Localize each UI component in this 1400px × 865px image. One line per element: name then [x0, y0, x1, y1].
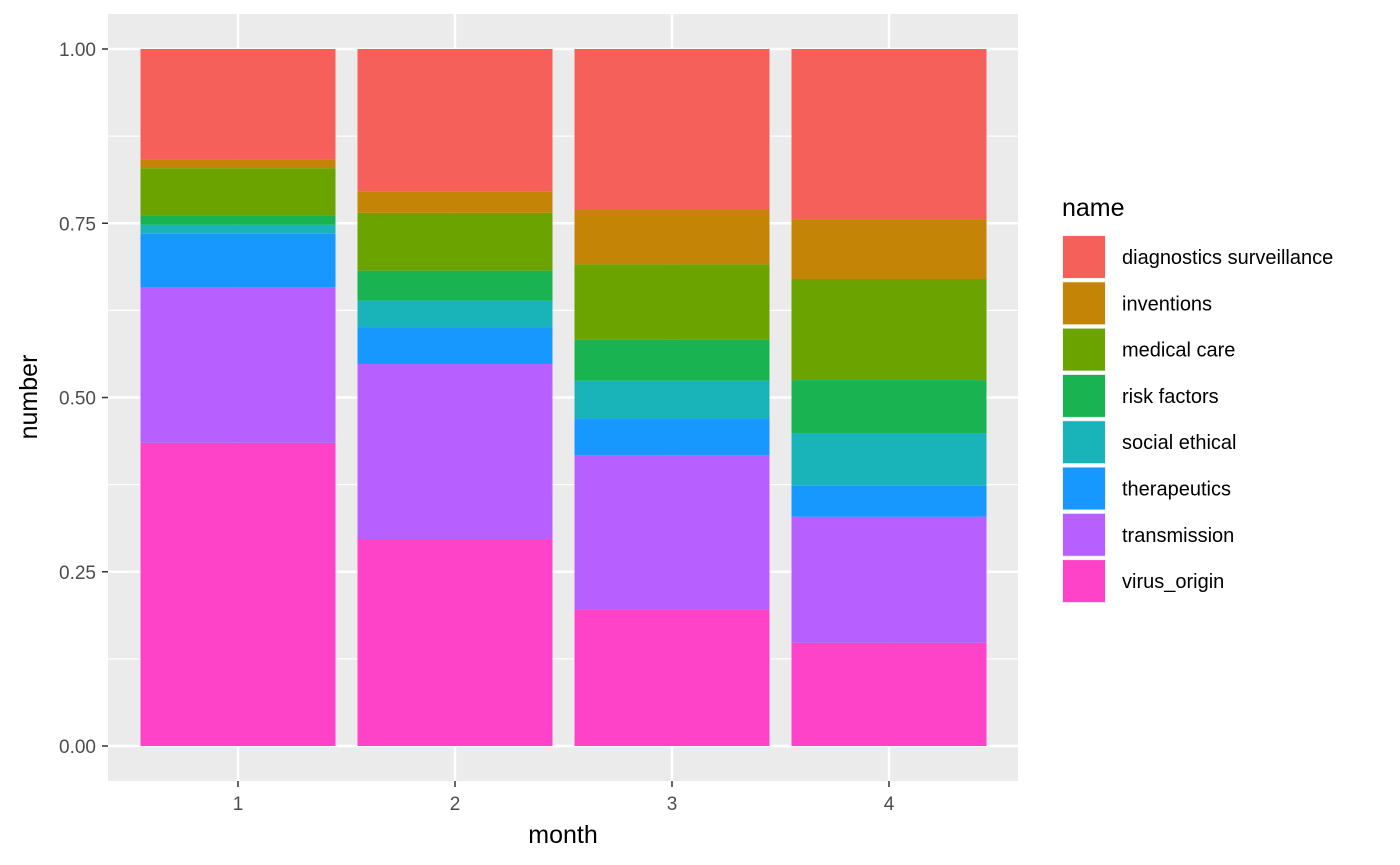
bar-segment-risk-factors-month-2	[357, 270, 553, 301]
legend-swatch	[1063, 421, 1105, 464]
bar-segment-risk-factors-month-3	[574, 339, 770, 381]
bar-segment-therapeutics-month-2	[357, 327, 553, 365]
legend-swatch	[1063, 513, 1105, 556]
legend-swatch	[1063, 467, 1105, 510]
y-axis-title: number	[15, 355, 43, 440]
legend-swatch	[1063, 282, 1105, 325]
y-axis: 0.00 0.25 0.50 0.75 1.00	[59, 40, 108, 758]
y-tick-label: 0.00	[59, 737, 96, 758]
legend-label: therapeutics	[1122, 479, 1231, 501]
bar-segment-transmission-month-1	[140, 287, 336, 443]
bar-segment-medical-care-month-4	[791, 279, 987, 381]
legend-label: medical care	[1122, 340, 1235, 362]
bar-segment-inventions-month-2	[357, 191, 553, 213]
bar-segment-diagnostics-surveillance-month-1	[140, 49, 336, 160]
legend-title: name	[1062, 194, 1125, 222]
x-tick-label: 1	[233, 794, 244, 815]
bar-segment-medical-care-month-2	[357, 212, 553, 271]
legend-label: virus_origin	[1122, 571, 1224, 593]
bar-segment-social-ethical-month-2	[357, 300, 553, 328]
bar-segment-therapeutics-month-4	[791, 485, 987, 517]
bar-segment-social-ethical-month-4	[791, 433, 987, 486]
y-tick-label: 0.50	[59, 389, 96, 410]
bar-segment-inventions-month-1	[140, 159, 336, 169]
bar-segment-diagnostics-surveillance-month-4	[791, 49, 987, 220]
bar-segment-risk-factors-month-4	[791, 380, 987, 434]
x-tick-label: 4	[884, 794, 895, 815]
bar-segment-risk-factors-month-1	[140, 215, 336, 225]
bar-segment-inventions-month-3	[574, 210, 770, 265]
y-tick-label: 1.00	[59, 40, 96, 61]
y-tick-label: 0.75	[59, 214, 96, 235]
bar-segment-virus-origin-month-1	[140, 442, 336, 746]
bar-segment-social-ethical-month-1	[140, 224, 336, 234]
bar-segment-virus-origin-month-4	[791, 642, 987, 746]
x-axis: 1 2 3 4	[233, 781, 895, 815]
bar-segment-therapeutics-month-1	[140, 233, 336, 288]
bar-segment-transmission-month-3	[574, 455, 770, 610]
legend-swatch	[1063, 236, 1105, 278]
x-tick-label: 3	[667, 794, 678, 815]
legend-swatch	[1063, 374, 1105, 417]
x-tick-label: 2	[450, 794, 461, 815]
bar-segment-diagnostics-surveillance-month-3	[574, 49, 770, 211]
bar-segment-diagnostics-surveillance-month-2	[357, 49, 553, 192]
legend-label: inventions	[1122, 293, 1212, 315]
legend-label: diagnostics surveillance	[1122, 247, 1333, 269]
bar-segment-virus-origin-month-3	[574, 609, 770, 746]
x-axis-title: month	[528, 821, 597, 849]
bars	[140, 49, 987, 746]
bar-segment-social-ethical-month-3	[574, 380, 770, 419]
legend-swatch	[1063, 560, 1105, 603]
bar-segment-medical-care-month-3	[574, 264, 770, 340]
bar-segment-transmission-month-2	[357, 364, 553, 539]
legend-label: social ethical	[1122, 432, 1237, 454]
bar-segment-virus-origin-month-2	[357, 538, 553, 746]
bar-segment-inventions-month-4	[791, 219, 987, 280]
y-tick-label: 0.25	[59, 563, 96, 584]
legend-swatch	[1063, 328, 1105, 371]
legend-label: risk factors	[1122, 386, 1219, 408]
bar-segment-transmission-month-4	[791, 516, 987, 643]
bar-segment-medical-care-month-1	[140, 168, 336, 216]
legend-label: transmission	[1122, 525, 1234, 547]
legend: name diagnostics surveillance inventions m…	[1062, 194, 1333, 604]
bar-segment-therapeutics-month-3	[574, 418, 770, 456]
